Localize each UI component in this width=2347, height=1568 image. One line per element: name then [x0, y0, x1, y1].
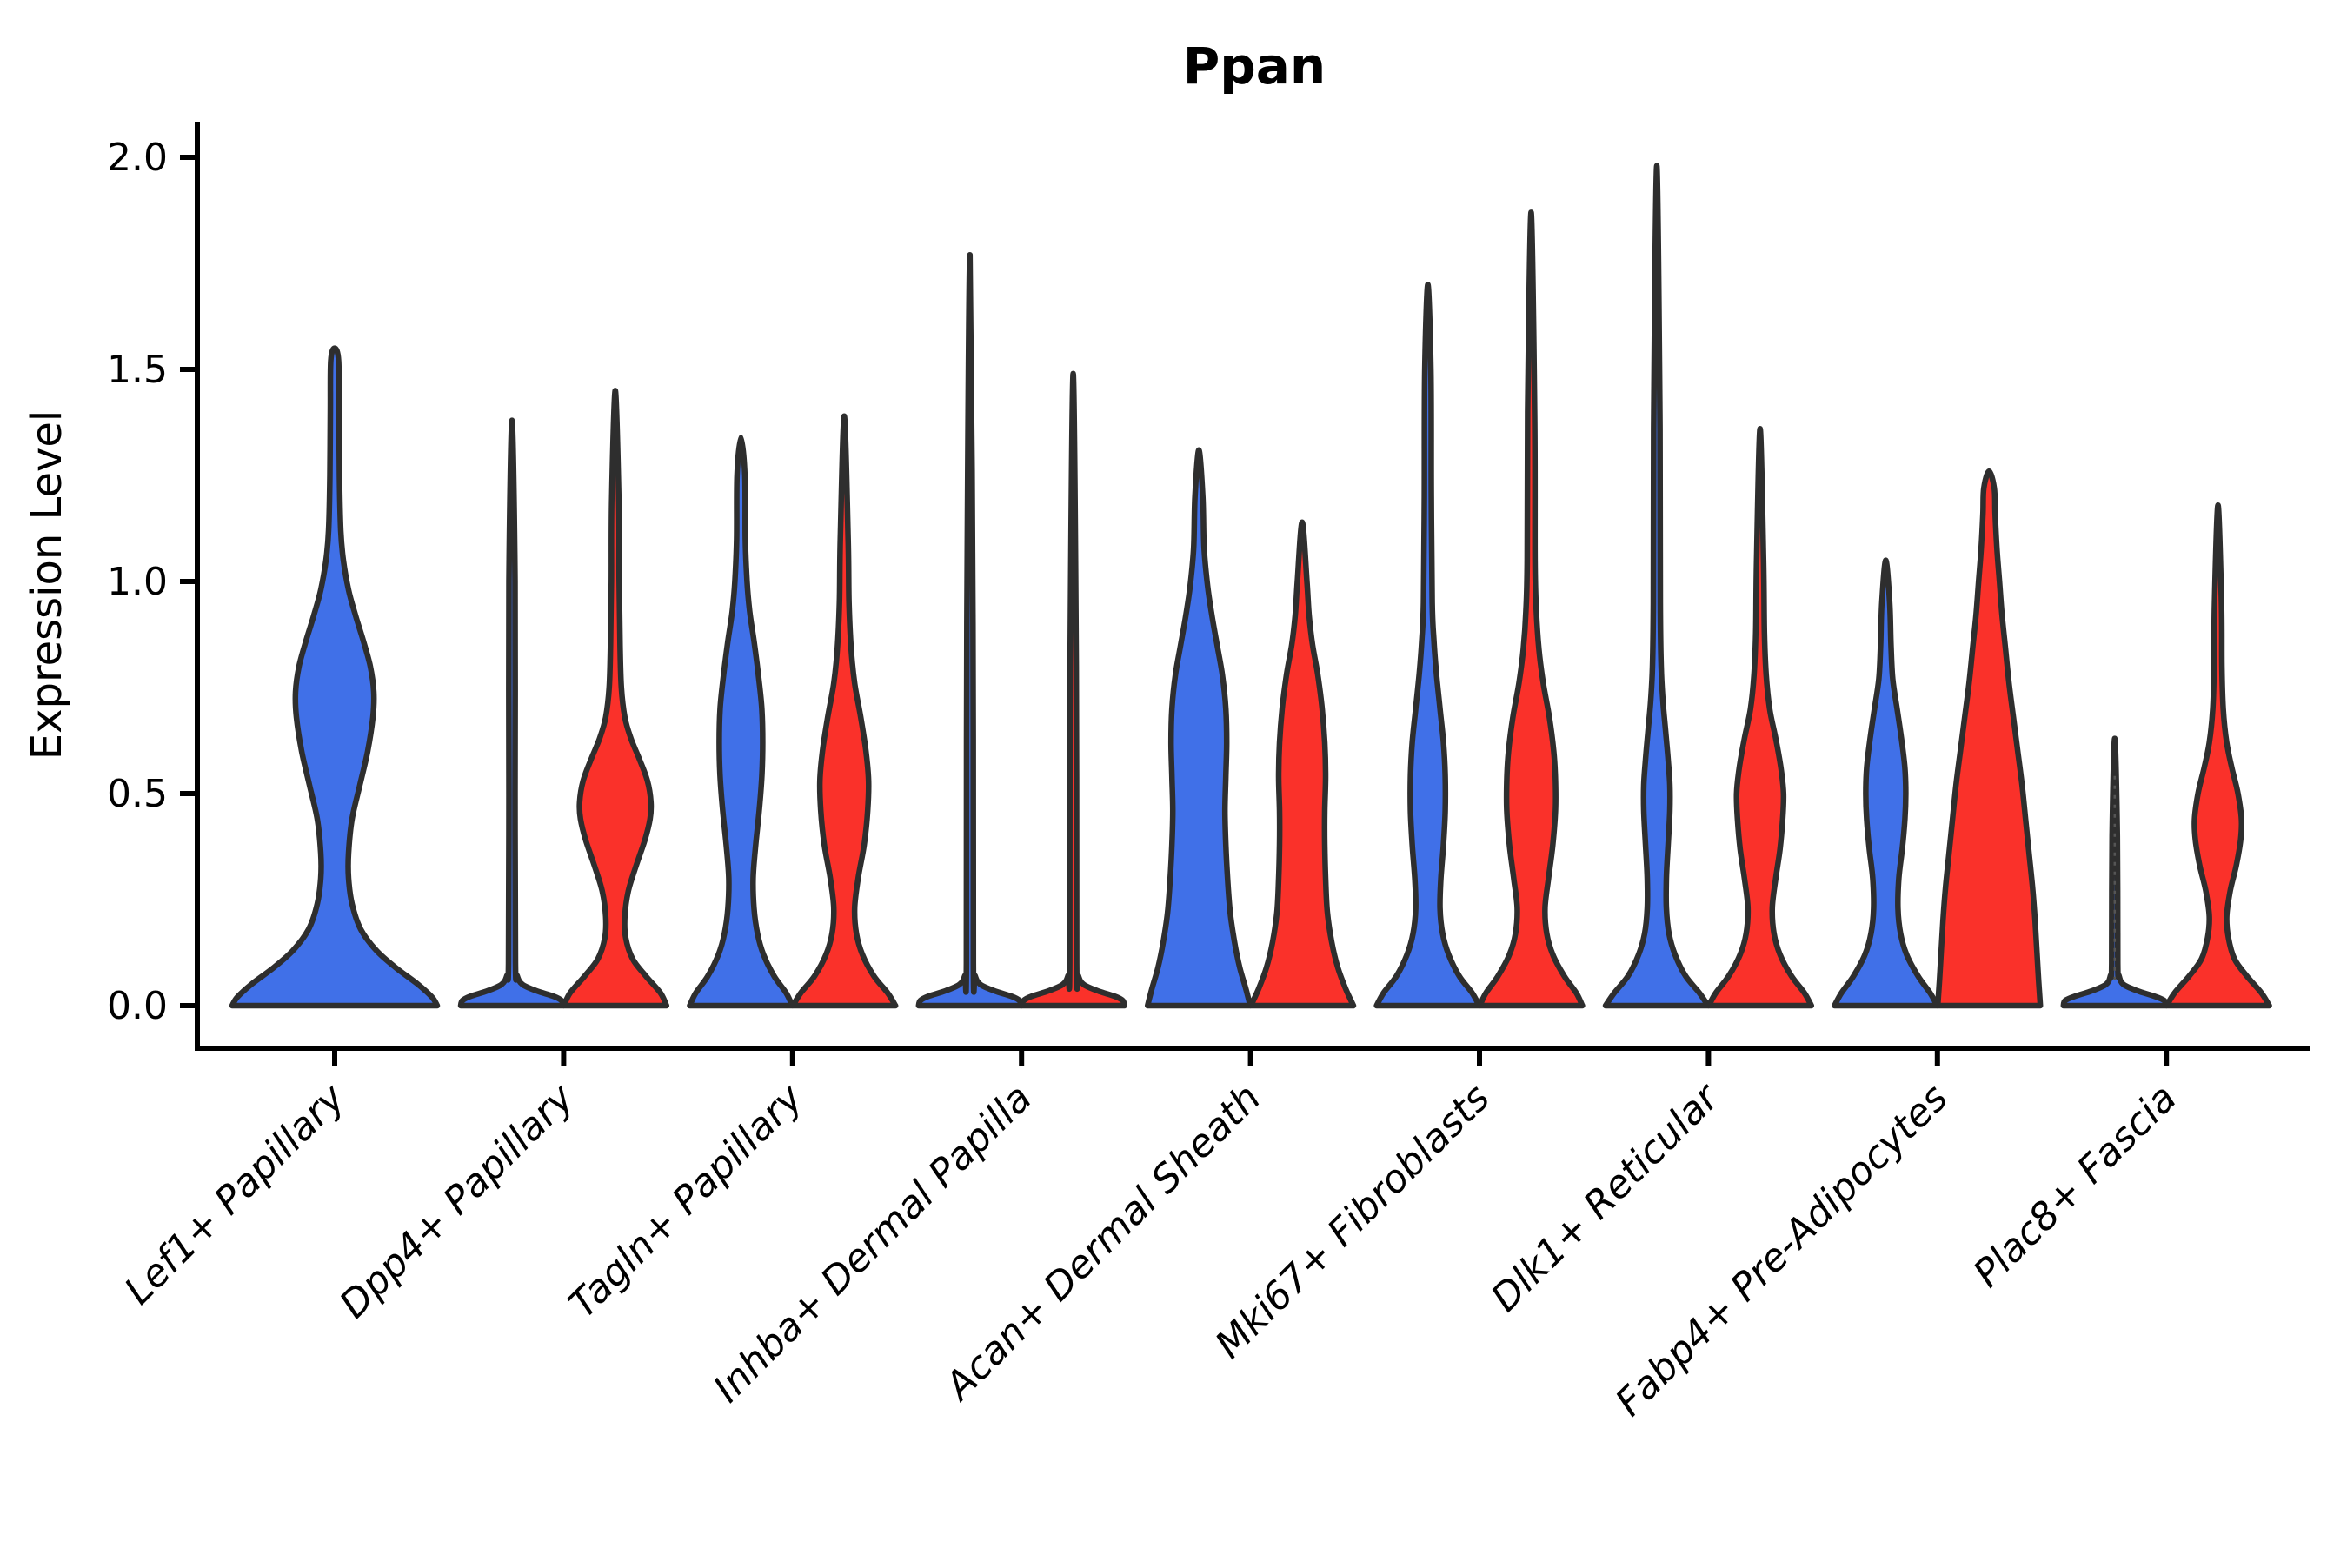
y-tick-label-0.0: 0.0	[107, 984, 168, 1028]
violin-split-red-cat2	[789, 413, 899, 1009]
x-category-label-0: Lef1+ Papillary	[116, 1075, 355, 1313]
x-category-label-8: Plac8+ Fascia	[1965, 1076, 2185, 1296]
violin-split-red-cat1	[561, 388, 670, 1009]
x-category-label-2: Tagln+ Papillary	[561, 1075, 812, 1326]
y-tick-label-1.0: 1.0	[107, 560, 168, 604]
violin-split-red-cat4	[1247, 519, 1357, 1009]
violin-split-blue-cat1	[457, 417, 567, 1009]
violin-split-blue-cat5	[1373, 282, 1482, 1009]
y-tick-label-1.5: 1.5	[107, 348, 168, 392]
violin-split-red-cat3	[1019, 370, 1127, 1009]
violin-split-red-cat7	[1934, 468, 2044, 1009]
violin-split-red-cat8	[2164, 502, 2272, 1009]
violin-split-blue-cat0	[229, 345, 441, 1009]
violin-split-red-cat6	[1705, 426, 1815, 1009]
violins-group	[229, 163, 2272, 1009]
violin-split-blue-cat3	[915, 251, 1025, 1009]
violin-split-blue-cat7	[1832, 557, 1940, 1009]
y-tick-label-2.0: 2.0	[107, 136, 168, 180]
y-tick-label-0.5: 0.5	[107, 772, 168, 816]
y-ticks-group: 0.0 0.5 1.0 1.5 2.0	[107, 136, 197, 1028]
y-axis-label: Expression Level	[23, 410, 71, 761]
violin-split-red-cat5	[1477, 209, 1586, 1009]
x-category-label-6: Dlk1+ Reticular	[1483, 1074, 1729, 1320]
violin-split-blue-cat6	[1602, 163, 1712, 1009]
violin-split-blue-cat4	[1144, 447, 1253, 1009]
x-category-label-1: Dpp4+ Papillary	[331, 1075, 583, 1327]
violin-split-blue-cat2	[687, 434, 795, 1009]
plot-title: Ppan	[1183, 37, 1326, 96]
